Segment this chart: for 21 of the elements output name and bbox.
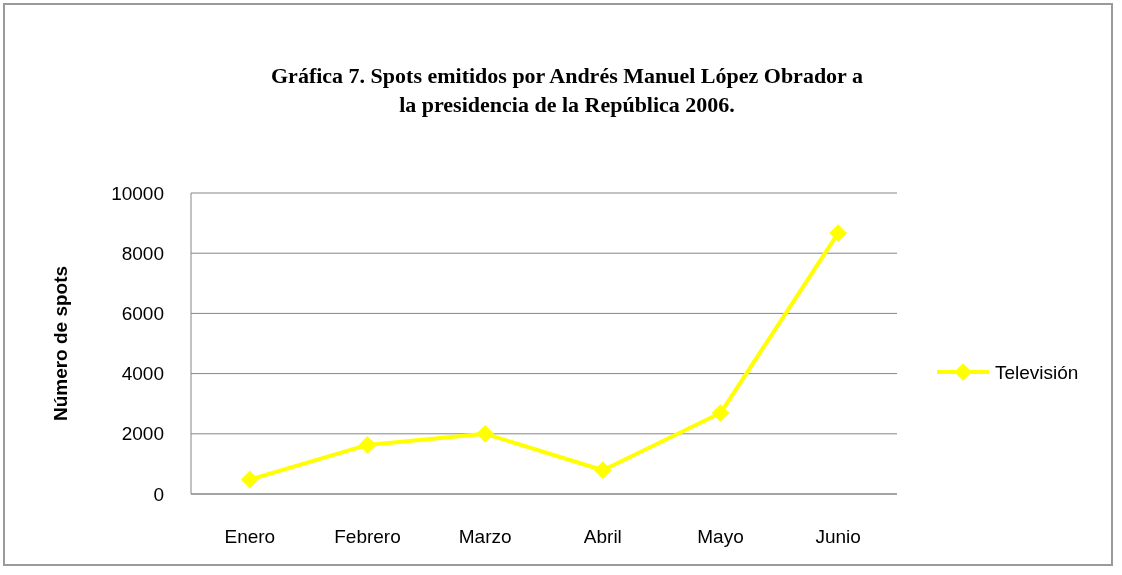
point (711, 404, 730, 422)
y-tick-label: 0 (153, 483, 164, 505)
y-tick-label: 2000 (121, 423, 164, 445)
y-tick-label: 10000 (111, 182, 164, 204)
y-tick-label: 4000 (121, 363, 164, 385)
point (240, 470, 259, 489)
chart-title: Gráfica 7. Spots emitidos por Andrés Manuel López Obrador a la presidencia de la República 2006. (271, 63, 863, 117)
point (829, 224, 848, 242)
point (476, 424, 495, 443)
point (358, 436, 377, 454)
x-tick-label: Mayo (697, 526, 744, 547)
x-tick-label: Marzo (458, 526, 512, 547)
y-tick-label: 6000 (121, 303, 164, 325)
x-tick-label: Junio (815, 526, 861, 547)
y-axis-title: Número de spots (50, 265, 71, 422)
x-tick-label: Abril (583, 526, 622, 547)
x-tick-label: Enero (224, 526, 276, 547)
point (593, 461, 612, 480)
x-tick-label: Febrero (334, 526, 401, 547)
y-tick-label: 8000 (121, 242, 164, 264)
legend-label: Televisión (995, 361, 1079, 383)
